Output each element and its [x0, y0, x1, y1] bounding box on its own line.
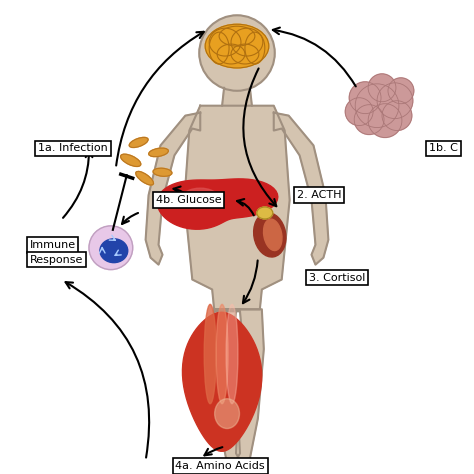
Circle shape	[388, 78, 414, 104]
Ellipse shape	[215, 399, 239, 428]
Ellipse shape	[257, 207, 273, 219]
Ellipse shape	[136, 172, 154, 185]
Ellipse shape	[149, 148, 168, 156]
Polygon shape	[146, 113, 200, 264]
Circle shape	[368, 74, 396, 102]
Ellipse shape	[231, 44, 259, 64]
Ellipse shape	[120, 154, 141, 166]
Ellipse shape	[209, 32, 229, 64]
Circle shape	[349, 82, 381, 114]
Ellipse shape	[216, 304, 228, 404]
Text: 1b. C: 1b. C	[429, 144, 458, 154]
Ellipse shape	[205, 24, 269, 68]
Ellipse shape	[245, 32, 265, 64]
Ellipse shape	[204, 304, 216, 404]
Polygon shape	[182, 312, 262, 451]
Text: Immune: Immune	[29, 240, 75, 250]
Circle shape	[377, 83, 413, 118]
Ellipse shape	[217, 44, 245, 64]
Ellipse shape	[209, 28, 241, 56]
Polygon shape	[274, 113, 328, 264]
Ellipse shape	[153, 168, 172, 176]
Ellipse shape	[254, 213, 286, 257]
Text: 4b. Glucose: 4b. Glucose	[155, 195, 221, 205]
Ellipse shape	[231, 28, 263, 56]
Text: 1a. Infection: 1a. Infection	[38, 144, 108, 154]
Circle shape	[354, 105, 384, 135]
Polygon shape	[214, 310, 264, 460]
Ellipse shape	[264, 219, 282, 251]
Circle shape	[89, 226, 133, 270]
Polygon shape	[222, 88, 252, 106]
Ellipse shape	[100, 239, 128, 263]
Text: Response: Response	[29, 255, 83, 264]
Text: 2. ACTH: 2. ACTH	[297, 190, 342, 200]
Circle shape	[382, 100, 412, 130]
Circle shape	[345, 98, 373, 126]
Text: 3. Cortisol: 3. Cortisol	[309, 273, 365, 283]
Ellipse shape	[129, 137, 148, 147]
Circle shape	[199, 15, 275, 91]
Polygon shape	[212, 310, 240, 460]
Ellipse shape	[226, 304, 238, 404]
Ellipse shape	[183, 188, 218, 206]
Polygon shape	[157, 179, 278, 229]
Polygon shape	[184, 106, 290, 310]
Ellipse shape	[219, 26, 255, 46]
Circle shape	[368, 104, 402, 137]
Circle shape	[355, 84, 399, 128]
Text: 4a. Amino Acids: 4a. Amino Acids	[175, 461, 265, 471]
